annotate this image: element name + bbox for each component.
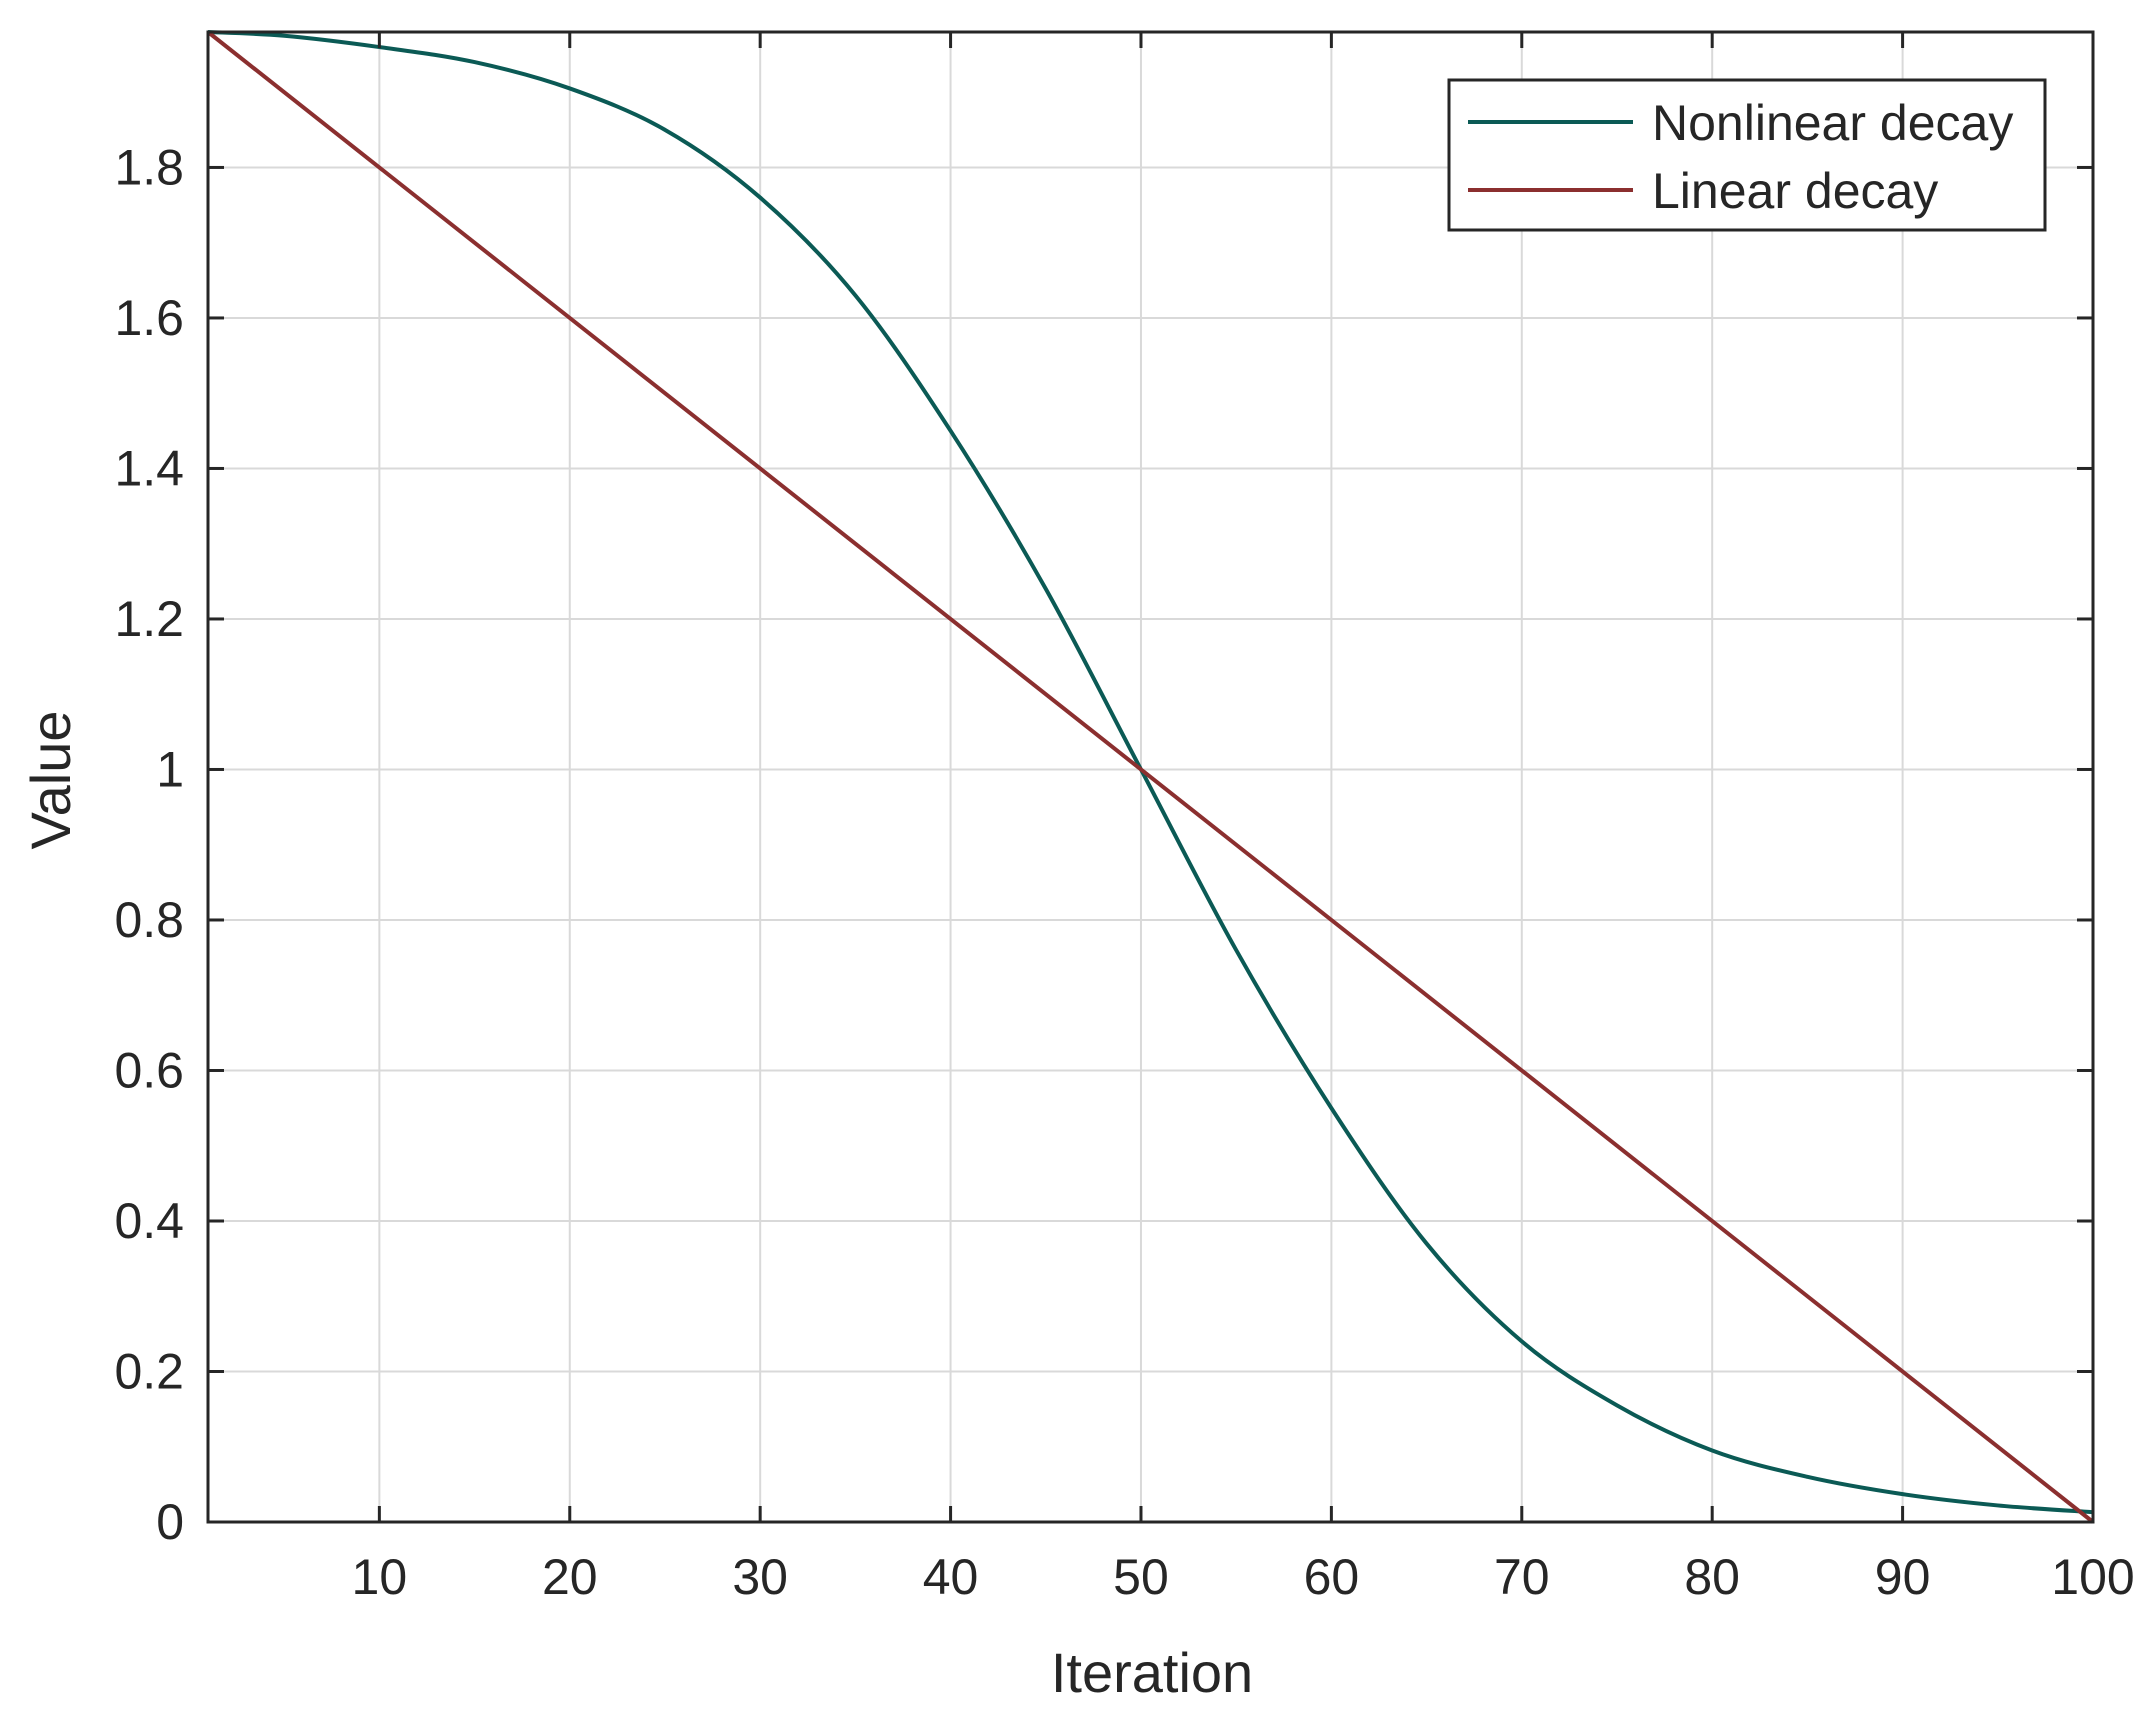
legend-label-nonlinear-decay: Nonlinear decay [1652, 95, 2013, 151]
x-tick-label-9: 100 [2051, 1549, 2134, 1605]
x-tick-label-3: 40 [923, 1549, 979, 1605]
x-tick-label-5: 60 [1304, 1549, 1360, 1605]
y-tick-label-5: 1 [156, 741, 184, 797]
x-axis-label: Iteration [1051, 1641, 1253, 1704]
y-tick-label-3: 0.6 [114, 1042, 184, 1098]
y-axis-label: Value [19, 710, 82, 849]
y-tick-label-9: 1.8 [114, 139, 184, 195]
plot-frame [206, 30, 2095, 1524]
x-tick-label-7: 80 [1684, 1549, 1740, 1605]
tick-labels: 10 20 30 40 50 60 70 80 90 100 0 0.2 0.4 0.6 0.8 1 1.2 1.… [114, 139, 2134, 1605]
x-tick-label-8: 90 [1875, 1549, 1931, 1605]
y-tick-label-8: 1.6 [114, 290, 184, 346]
x-tick-label-2: 30 [732, 1549, 788, 1605]
series-group [206, 30, 2095, 1524]
x-tick-label-1: 20 [542, 1549, 598, 1605]
x-tick-label-0: 10 [352, 1549, 408, 1605]
legend-box [1447, 78, 2047, 232]
y-tick-label-4: 0.8 [114, 892, 184, 948]
legend-label-linear-decay: Linear decay [1652, 163, 1938, 219]
x-tick-label-6: 70 [1494, 1549, 1550, 1605]
y-tick-label-6: 1.2 [114, 591, 184, 647]
legend: Nonlinear decay Linear decay [1447, 78, 2047, 232]
series-line-1 [206, 30, 2095, 1524]
y-tick-label-7: 1.4 [114, 440, 184, 496]
axes [206, 30, 2095, 1524]
y-tick-label-2: 0.4 [114, 1193, 184, 1249]
x-tick-label-4: 50 [1113, 1549, 1169, 1605]
y-tick-label-0: 0 [156, 1494, 184, 1550]
y-tick-label-1: 0.2 [114, 1343, 184, 1399]
